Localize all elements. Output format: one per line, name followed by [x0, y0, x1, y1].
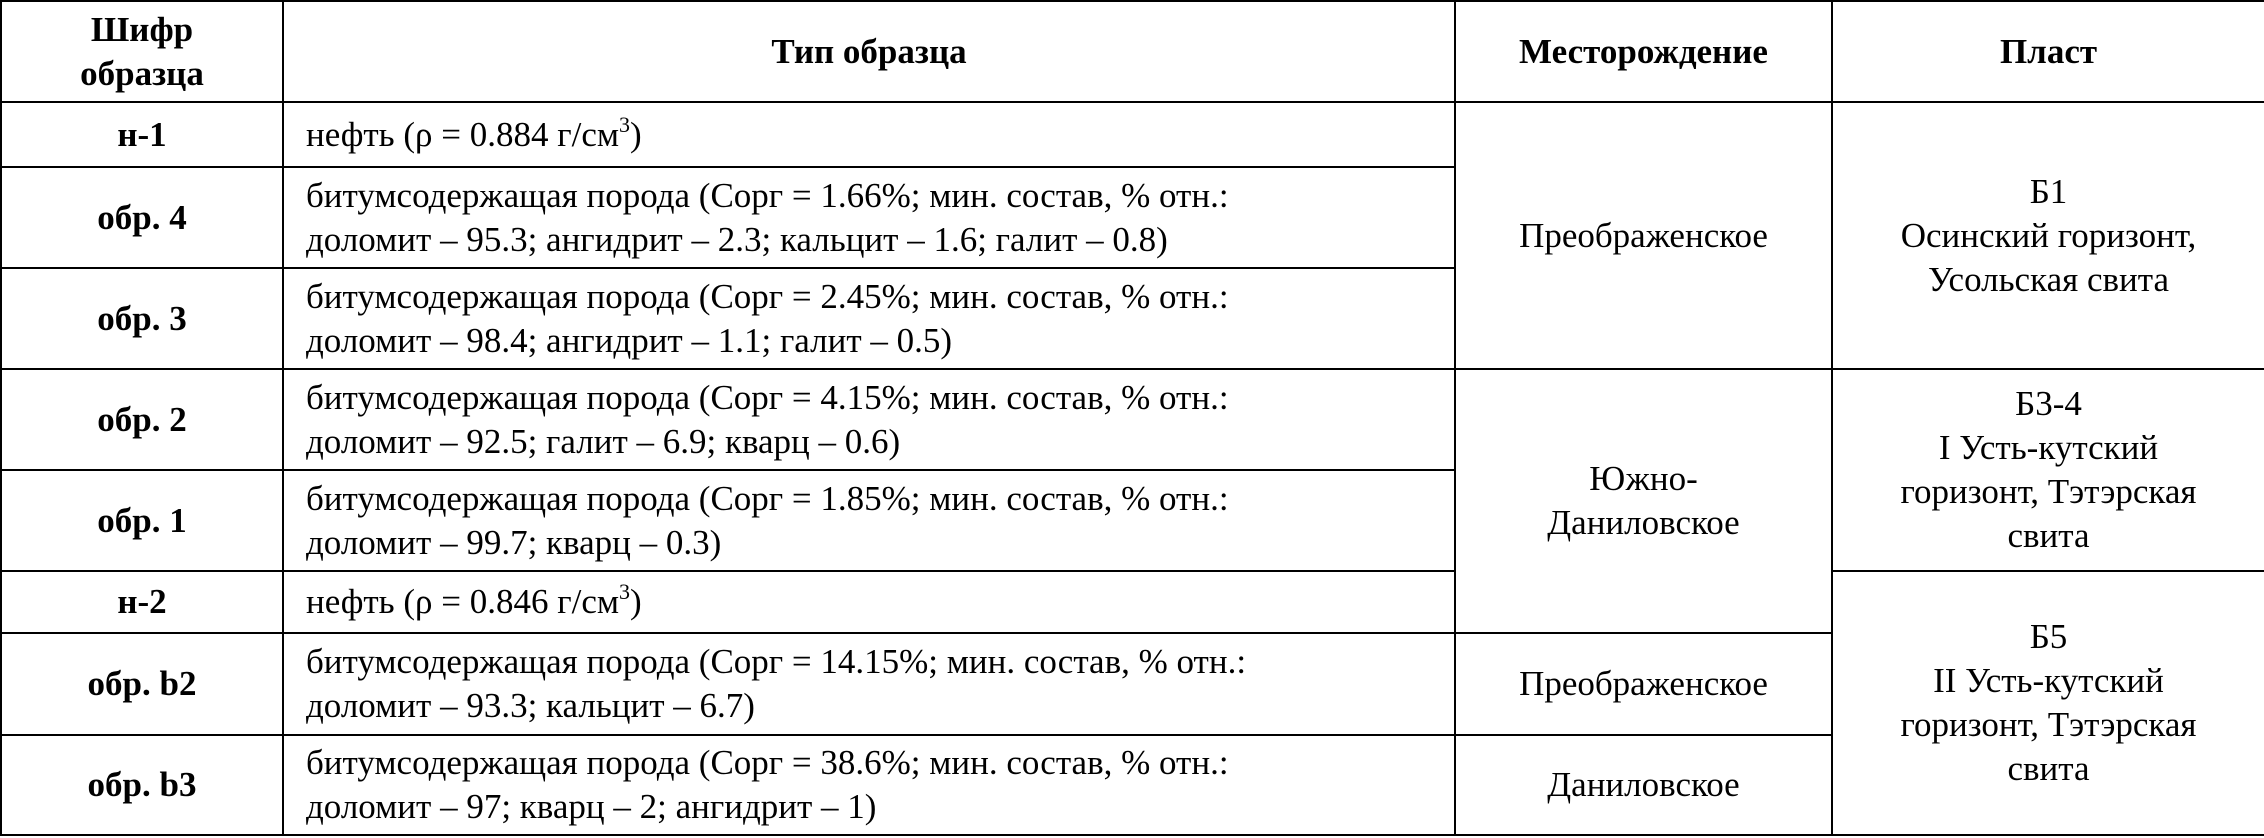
code-cell: обр. 3	[0, 267, 284, 370]
cell-line: Даниловское	[1547, 503, 1740, 542]
cell-line: Пласт	[1999, 31, 2098, 71]
cell-line: Южно-	[1589, 459, 1698, 498]
cell-line: битумсодержащая порода (Сорг = 4.15%; ми…	[306, 377, 1229, 417]
cell-line: битумсодержащая порода (Сорг = 1.85%; ми…	[306, 478, 1229, 518]
type-cell: битумсодержащая порода (Сорг = 1.66%; ми…	[282, 166, 1456, 269]
cell-line: Даниловское	[1547, 765, 1740, 804]
cell-line: Месторождение	[1519, 31, 1768, 71]
type-text: )	[630, 114, 642, 154]
cell-line: доломит – 97; кварц – 2; ангидрит – 1)	[306, 787, 877, 826]
cell-line: битумсодержащая порода (Сорг = 2.45%; ми…	[306, 276, 1229, 316]
superscript: 3	[619, 111, 631, 137]
cell-line: Б3-4	[2015, 384, 2082, 423]
cell-line: свита	[2007, 516, 2090, 555]
type-cell: битумсодержащая порода (Сорг = 38.6%; ми…	[282, 734, 1456, 836]
deposit-cell: Преображенское	[1454, 632, 1833, 736]
layer-cell: Б3-4 I Усть-кутский горизонт, Тэтэрская сви…	[1831, 368, 2264, 572]
code-cell: обр. 1	[0, 469, 284, 572]
row: н-1 нефть (ρ = 0.884 г/см3) Преображенск…	[0, 101, 2264, 370]
layer-cell: Б5 II Усть-кутский горизонт, Тэтэрская свит…	[1831, 570, 2264, 836]
cell-line: свита	[2007, 749, 2090, 788]
cell-line: Б1	[2029, 171, 2068, 211]
cell-line: доломит – 99.7; кварц – 0.3)	[306, 522, 722, 562]
header-cell: Шифр образца	[0, 0, 284, 103]
cell-line: доломит – 95.3; ангидрит – 2.3; кальцит …	[306, 219, 1168, 259]
row: обр. 2 битумсодержащая порода (Сорг = 4.…	[0, 368, 2264, 634]
type-cell: битумсодержащая порода (Сорг = 14.15%; м…	[282, 632, 1456, 736]
type-cell: нефть (ρ = 0.884 г/см3)	[282, 101, 1456, 168]
deposit-cell: Даниловское	[1454, 734, 1833, 836]
cell-line: доломит – 92.5; галит – 6.9; кварц – 0.6…	[306, 421, 901, 461]
code-cell: обр. b3	[0, 734, 284, 836]
deposit-cell: Преображенское	[1454, 101, 1833, 370]
code-cell: обр. 2	[0, 368, 284, 471]
type-text: нефть (ρ = 0.884 г/см	[306, 114, 620, 154]
header-cell: Тип образца	[282, 0, 1456, 103]
cell-line: Б5	[2029, 617, 2068, 656]
cell-line: горизонт, Тэтэрская	[1900, 472, 2197, 511]
code-cell: обр. b2	[0, 632, 284, 736]
cell-line: битумсодержащая порода (Сорг = 1.66%; ми…	[306, 175, 1229, 215]
cell-line: образца	[80, 53, 204, 93]
code-cell: н-2	[0, 570, 284, 634]
cell-line: доломит – 98.4; ангидрит – 1.1; галит – …	[306, 320, 953, 360]
type-cell: нефть (ρ = 0.846 г/см3)	[282, 570, 1456, 634]
cell-line: доломит – 93.3; кальцит – 6.7)	[306, 686, 755, 725]
type-cell: битумсодержащая порода (Сорг = 2.45%; ми…	[282, 267, 1456, 370]
type-cell: битумсодержащая порода (Сорг = 1.85%; ми…	[282, 469, 1456, 572]
row: н-2 нефть (ρ = 0.846 г/см3) Б5 II Усть-ку…	[0, 570, 2264, 836]
cell-line: Преображенское	[1519, 215, 1768, 255]
row: обр. b3 битумсодержащая порода (Сорг = 3…	[0, 734, 2264, 836]
cell-line: битумсодержащая порода (Сорг = 38.6%; ми…	[306, 743, 1229, 782]
cell-line: I Усть-кутский	[1938, 428, 2159, 467]
code-cell: обр. 4	[0, 166, 284, 269]
type-text: )	[630, 582, 642, 621]
row: обр. b2 битумсодержащая порода (Сорг = 1…	[0, 632, 2264, 736]
cell-line: горизонт, Тэтэрская	[1900, 705, 2197, 744]
header-cell: Месторождение	[1454, 0, 1833, 103]
code-cell: н-1	[0, 101, 284, 168]
header-cell: Пласт	[1831, 0, 2264, 103]
layer-cell: Б1 Осинский горизонт, Усольская свита	[1831, 101, 2264, 370]
superscript: 3	[619, 579, 631, 604]
cell-line: Преображенское	[1519, 664, 1768, 703]
cell-line: битумсодержащая порода (Сорг = 14.15%; м…	[306, 642, 1247, 681]
row: обр. 4 битумсодержащая порода (Сорг = 1.…	[0, 166, 2264, 269]
cell-line: Усольская свита	[1927, 259, 2170, 299]
cell-line: II Усть-кутский	[1933, 661, 2164, 700]
cell-line: нефть (ρ = 0.884 г/см3)	[306, 113, 1446, 157]
type-text: нефть (ρ = 0.846 г/см	[306, 582, 620, 621]
header-row: Шифр образца Тип образца Месторождение Пл…	[0, 0, 2264, 103]
type-cell: битумсодержащая порода (Сорг = 4.15%; ми…	[282, 368, 1456, 471]
deposit-cell: Южно- Даниловское	[1454, 368, 1833, 634]
cell-line: Шифр	[90, 9, 194, 49]
cell-line: Осинский горизонт,	[1900, 215, 2197, 255]
cell-line: нефть (ρ = 0.846 г/см3)	[306, 580, 1446, 624]
row: обр. 3 битумсодержащая порода (Сорг = 2.…	[0, 267, 2264, 370]
row: обр. 1 битумсодержащая порода (Сорг = 1.…	[0, 469, 2264, 572]
cell-line: Тип образца	[771, 31, 967, 71]
